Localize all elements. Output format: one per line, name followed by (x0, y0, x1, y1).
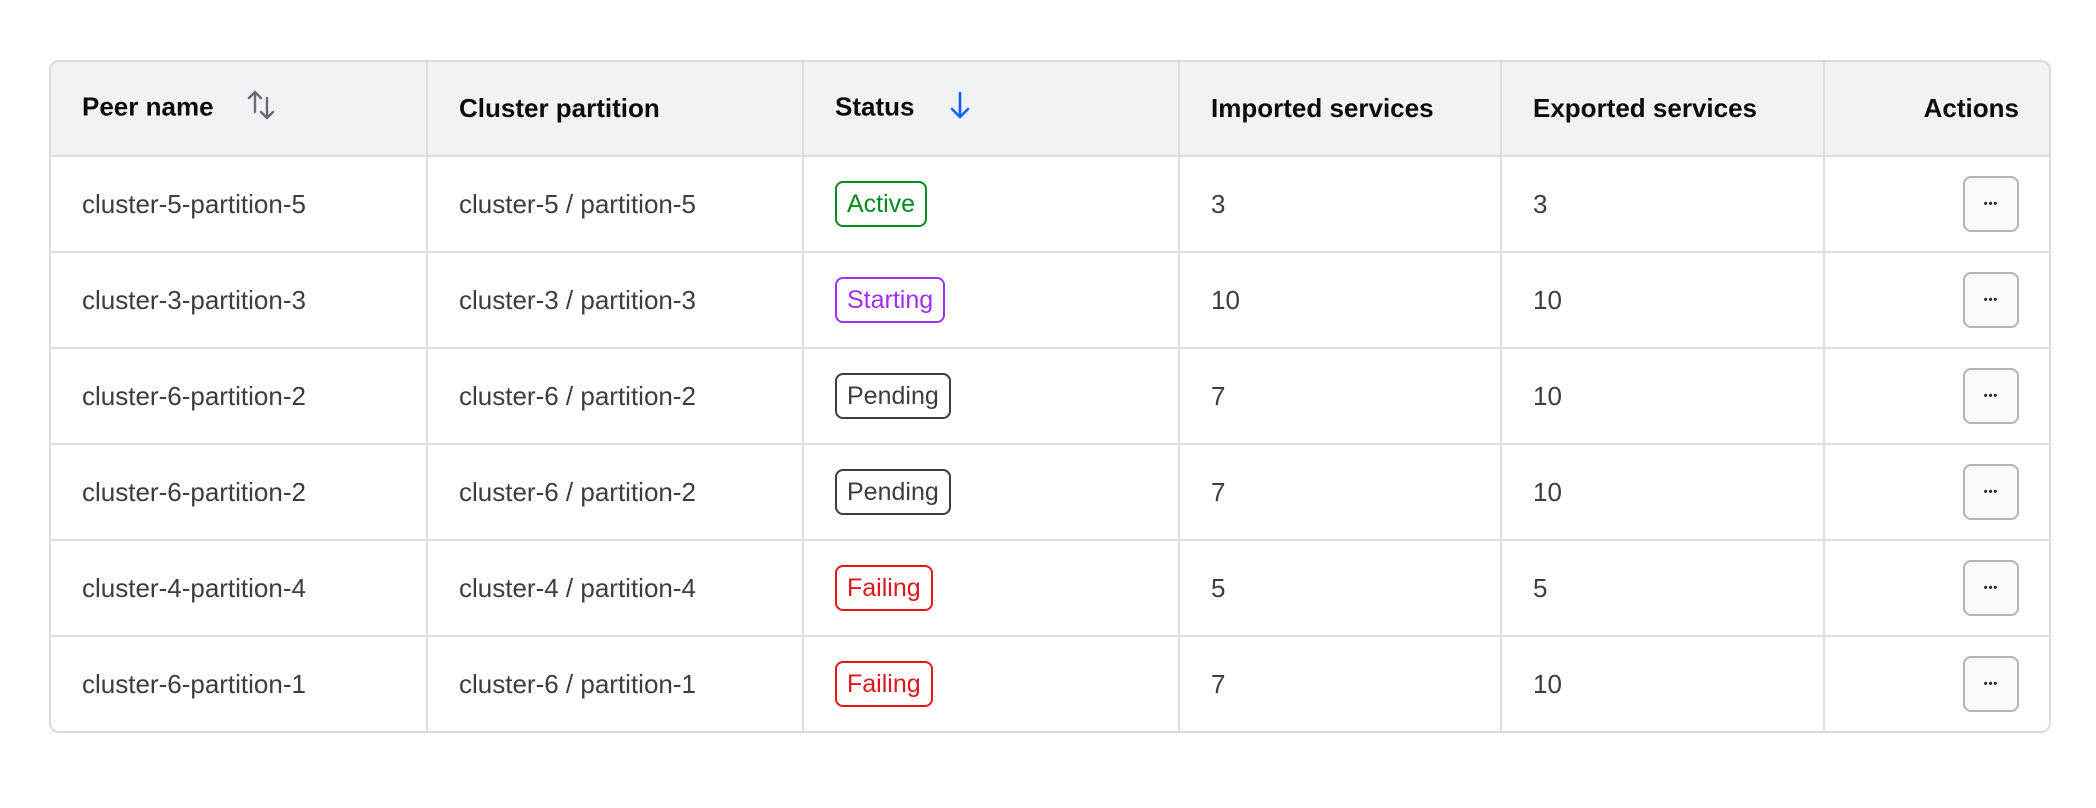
status-badge: Pending (835, 373, 951, 419)
exported-services-cell: 10 (1501, 348, 1825, 445)
exported-services-cell: 10 (1501, 636, 1825, 731)
imported-services-cell: 3 (1179, 156, 1502, 253)
peer-name-cell: cluster-6-partition-2 (51, 444, 428, 541)
peers-table: Peer name Cluster partition Status Impor… (49, 60, 2051, 733)
status-badge: Pending (835, 469, 951, 515)
cluster-partition-cell: cluster-6 / partition-2 (427, 348, 804, 445)
header-peer-name[interactable]: Peer name (51, 62, 428, 157)
header-exported-services: Exported services (1501, 62, 1825, 157)
table-row: cluster-6-partition-2 cluster-6 / partit… (51, 348, 2049, 445)
cluster-partition-cell: cluster-5 / partition-5 (427, 156, 804, 253)
status-cell: Pending (803, 348, 1180, 445)
table-row: cluster-3-partition-3 cluster-3 / partit… (51, 252, 2049, 349)
row-actions-button[interactable]: ••• (1963, 464, 2019, 520)
ellipsis-icon: ••• (1983, 197, 1999, 210)
imported-services-cell: 7 (1179, 348, 1502, 445)
status-cell: Starting (803, 252, 1180, 349)
header-status[interactable]: Status (803, 62, 1180, 157)
status-cell: Failing (803, 540, 1180, 637)
ellipsis-icon: ••• (1983, 293, 1999, 306)
peer-name-cell: cluster-5-partition-5 (51, 156, 428, 253)
cluster-partition-cell: cluster-3 / partition-3 (427, 252, 804, 349)
status-cell: Pending (803, 444, 1180, 541)
status-badge: Active (835, 181, 928, 227)
row-actions-button[interactable]: ••• (1963, 176, 2019, 232)
cluster-partition-cell: cluster-4 / partition-4 (427, 540, 804, 637)
table-header-row: Peer name Cluster partition Status Impor… (51, 62, 2049, 157)
actions-cell: ••• (1824, 252, 2049, 349)
cluster-partition-cell: cluster-6 / partition-2 (427, 444, 804, 541)
sort-descending-icon[interactable] (948, 90, 972, 127)
sort-unsorted-icon[interactable] (247, 88, 275, 129)
header-imported-services: Imported services (1179, 62, 1502, 157)
imported-services-cell: 10 (1179, 252, 1502, 349)
row-actions-button[interactable]: ••• (1963, 272, 2019, 328)
imported-services-cell: 5 (1179, 540, 1502, 637)
actions-cell: ••• (1824, 636, 2049, 731)
table-row: cluster-6-partition-1 cluster-6 / partit… (51, 636, 2049, 731)
status-cell: Failing (803, 636, 1180, 731)
status-badge: Failing (835, 661, 933, 707)
status-badge: Failing (835, 565, 933, 611)
actions-cell: ••• (1824, 540, 2049, 637)
status-badge: Starting (835, 277, 946, 323)
header-cluster-partition: Cluster partition (427, 62, 804, 157)
actions-cell: ••• (1824, 156, 2049, 253)
row-actions-button[interactable]: ••• (1963, 560, 2019, 616)
peer-name-cell: cluster-3-partition-3 (51, 252, 428, 349)
row-actions-button[interactable]: ••• (1963, 656, 2019, 712)
status-cell: Active (803, 156, 1180, 253)
table-row: cluster-5-partition-5 cluster-5 / partit… (51, 156, 2049, 253)
exported-services-cell: 10 (1501, 252, 1825, 349)
peer-name-cell: cluster-6-partition-1 (51, 636, 428, 731)
table-row: cluster-4-partition-4 cluster-4 / partit… (51, 540, 2049, 637)
cluster-partition-cell: cluster-6 / partition-1 (427, 636, 804, 731)
ellipsis-icon: ••• (1983, 485, 1999, 498)
exported-services-cell: 5 (1501, 540, 1825, 637)
exported-services-cell: 3 (1501, 156, 1825, 253)
table-row: cluster-6-partition-2 cluster-6 / partit… (51, 444, 2049, 541)
ellipsis-icon: ••• (1983, 581, 1999, 594)
peer-name-cell: cluster-6-partition-2 (51, 348, 428, 445)
ellipsis-icon: ••• (1983, 677, 1999, 690)
ellipsis-icon: ••• (1983, 389, 1999, 402)
actions-cell: ••• (1824, 348, 2049, 445)
imported-services-cell: 7 (1179, 444, 1502, 541)
peer-name-cell: cluster-4-partition-4 (51, 540, 428, 637)
header-actions: Actions (1824, 62, 2049, 157)
row-actions-button[interactable]: ••• (1963, 368, 2019, 424)
imported-services-cell: 7 (1179, 636, 1502, 731)
exported-services-cell: 10 (1501, 444, 1825, 541)
actions-cell: ••• (1824, 444, 2049, 541)
